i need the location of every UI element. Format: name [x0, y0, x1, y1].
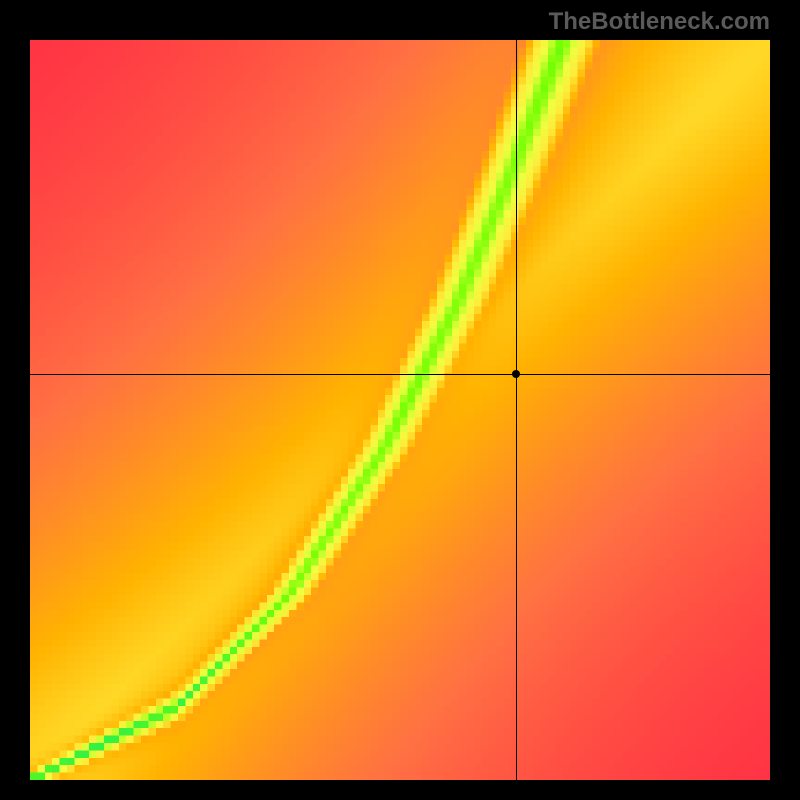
crosshair-horizontal — [30, 374, 770, 375]
heatmap-plot-area — [30, 40, 770, 780]
watermark-text: TheBottleneck.com — [549, 8, 770, 36]
crosshair-marker[interactable] — [512, 370, 520, 378]
crosshair-vertical — [516, 40, 517, 780]
heatmap-canvas — [30, 40, 770, 780]
